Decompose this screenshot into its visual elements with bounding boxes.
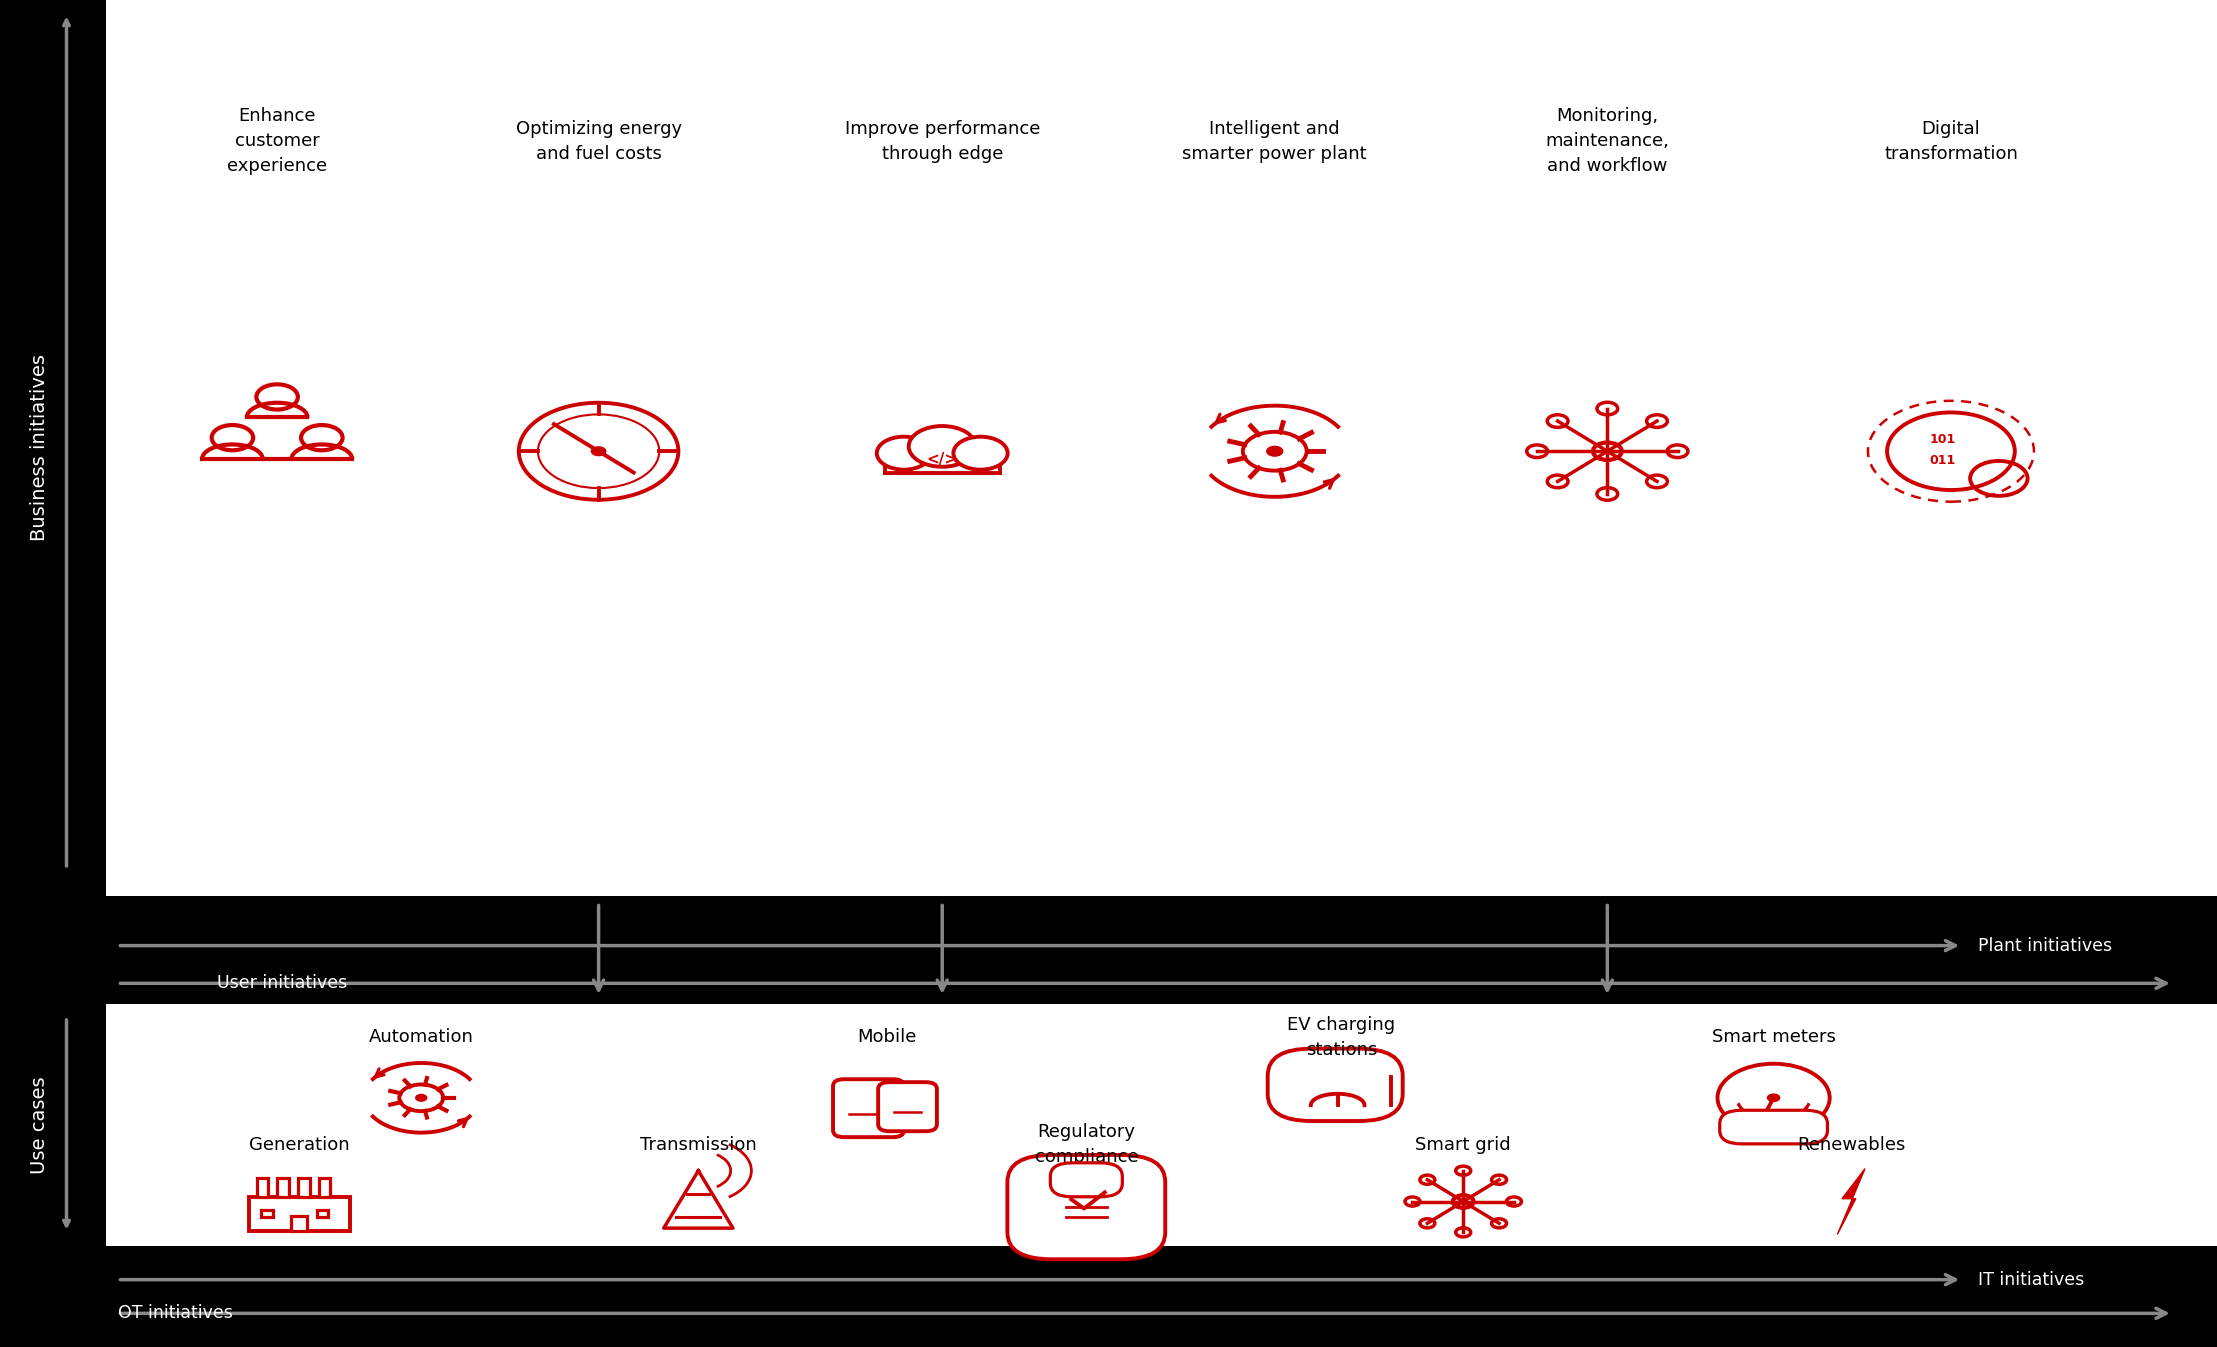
- Text: Generation: Generation: [248, 1136, 350, 1154]
- Text: 101: 101: [1929, 434, 1955, 446]
- FancyBboxPatch shape: [834, 1079, 905, 1137]
- Bar: [257, 1177, 268, 1197]
- Circle shape: [592, 447, 605, 455]
- Text: OT initiatives: OT initiatives: [118, 1304, 233, 1323]
- FancyBboxPatch shape: [1007, 1154, 1166, 1259]
- Text: Smart grid: Smart grid: [1414, 1136, 1512, 1154]
- Bar: [317, 1210, 328, 1216]
- Text: Plant initiatives: Plant initiatives: [1978, 936, 2111, 955]
- Circle shape: [1767, 1094, 1780, 1102]
- Text: EV charging
stations: EV charging stations: [1288, 1016, 1394, 1059]
- Text: 011: 011: [1929, 454, 1955, 467]
- Bar: [277, 1177, 288, 1197]
- Text: Enhance
customer
experience: Enhance customer experience: [226, 108, 328, 175]
- Circle shape: [953, 436, 1009, 470]
- Circle shape: [417, 1095, 426, 1100]
- Text: Mobile: Mobile: [858, 1028, 916, 1047]
- Text: Smart meters: Smart meters: [1712, 1028, 1836, 1047]
- Text: Digital
transformation: Digital transformation: [1884, 120, 2017, 163]
- Bar: [262, 1210, 273, 1216]
- Text: Regulatory
compliance: Regulatory compliance: [1035, 1123, 1137, 1167]
- Text: Monitoring,
maintenance,
and workflow: Monitoring, maintenance, and workflow: [1545, 108, 1669, 175]
- Text: Transmission: Transmission: [641, 1136, 756, 1154]
- Text: Improve performance
through edge: Improve performance through edge: [845, 120, 1040, 163]
- Bar: [297, 1177, 310, 1197]
- FancyBboxPatch shape: [878, 1082, 938, 1131]
- Polygon shape: [1838, 1169, 1864, 1234]
- Text: User initiatives: User initiatives: [217, 974, 348, 993]
- Bar: [248, 1197, 350, 1231]
- FancyBboxPatch shape: [106, 0, 2217, 896]
- FancyBboxPatch shape: [1268, 1048, 1403, 1121]
- Text: Renewables: Renewables: [1798, 1136, 1904, 1154]
- Circle shape: [876, 436, 931, 470]
- Circle shape: [1266, 446, 1284, 457]
- Text: Business initiatives: Business initiatives: [31, 354, 49, 540]
- FancyBboxPatch shape: [106, 1004, 2217, 1246]
- Bar: [319, 1177, 330, 1197]
- Text: Automation: Automation: [368, 1028, 474, 1047]
- Text: IT initiatives: IT initiatives: [1978, 1270, 2084, 1289]
- Text: Use cases: Use cases: [31, 1076, 49, 1173]
- Text: Optimizing energy
and fuel costs: Optimizing energy and fuel costs: [517, 120, 681, 163]
- FancyBboxPatch shape: [1720, 1110, 1827, 1144]
- Text: Intelligent and
smarter power plant: Intelligent and smarter power plant: [1182, 120, 1368, 163]
- Bar: [290, 1215, 308, 1231]
- FancyBboxPatch shape: [1051, 1162, 1122, 1196]
- Circle shape: [909, 426, 975, 467]
- Text: </>: </>: [927, 451, 958, 466]
